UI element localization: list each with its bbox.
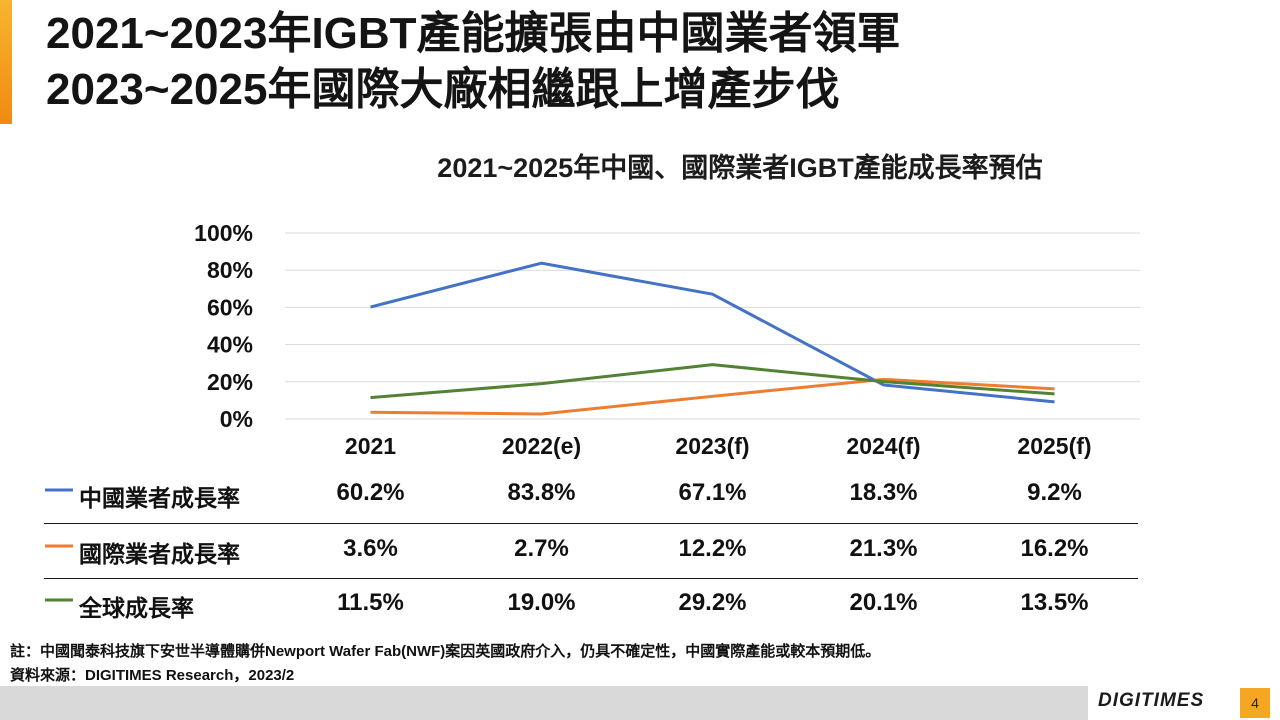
digitimes-logo: DIGITIMES xyxy=(1098,690,1205,711)
data-label: 20.1% xyxy=(849,589,918,616)
data-label: 11.5% xyxy=(337,589,404,616)
title-line-1: 2021~2023年IGBT產能擴張由中國業者領軍 xyxy=(46,9,901,58)
series-line xyxy=(370,377,1055,416)
data-label: 83.8% xyxy=(507,479,576,506)
legend-entry: 中國業者成長率 xyxy=(79,485,240,511)
data-label: 67.1% xyxy=(678,479,747,506)
x-tick-label: 2022(e) xyxy=(502,433,581,459)
table-separator xyxy=(44,578,1138,579)
page-number: 4 xyxy=(1240,688,1270,718)
y-tick-label: 100% xyxy=(194,220,253,246)
legend-entry: 國際業者成長率 xyxy=(79,541,240,567)
y-tick-label: 0% xyxy=(220,406,253,432)
data-label: 13.5% xyxy=(1020,589,1089,616)
chart-gridlines xyxy=(285,232,1140,420)
legend-keys xyxy=(45,488,73,602)
table-separator xyxy=(44,523,1138,524)
y-tick-label: 80% xyxy=(207,257,253,283)
data-label: 16.2% xyxy=(1020,535,1089,562)
title-line-2: 2023~2025年國際大廠相繼跟上增產步伐 xyxy=(46,65,840,114)
x-axis-ticks: 2021 2022(e) 2023(f) 2024(f) 2025(f) xyxy=(345,433,1092,459)
data-label: 19.0% xyxy=(507,589,576,616)
data-label: 12.2% xyxy=(678,535,747,562)
y-tick-label: 60% xyxy=(207,294,253,320)
data-label: 2.7% xyxy=(514,535,569,562)
source-note: 資料來源：DIGITIMES Research，2023/2 xyxy=(10,667,295,684)
accent-bar xyxy=(0,0,12,124)
chart-title: 2021~2025年中國、國際業者IGBT產能成長率預估 xyxy=(437,153,1043,183)
y-tick-label: 40% xyxy=(207,332,253,358)
x-tick-label: 2024(f) xyxy=(846,433,920,459)
footnote: 註：中國聞泰科技旗下安世半導體購併Newport Wafer Fab(NWF)案… xyxy=(10,643,881,660)
x-tick-label: 2023(f) xyxy=(675,433,749,459)
series-lines xyxy=(370,261,1055,416)
series-line xyxy=(370,261,1055,404)
data-label: 29.2% xyxy=(678,589,747,616)
y-tick-label: 20% xyxy=(207,369,253,395)
data-label: 9.2% xyxy=(1027,479,1082,506)
data-label: 18.3% xyxy=(849,479,918,506)
series-line xyxy=(370,363,1055,400)
page-title: 2021~2023年IGBT產能擴張由中國業者領軍 2023~2025年國際大廠… xyxy=(46,6,1146,118)
y-axis-ticks: 0% 20% 40% 60% 80% 100% xyxy=(194,220,253,432)
legend-entry: 全球成長率 xyxy=(79,595,194,621)
x-tick-label: 2021 xyxy=(345,433,396,459)
footer-bar xyxy=(0,686,1088,720)
data-label: 3.6% xyxy=(343,535,398,562)
data-label: 60.2% xyxy=(336,479,405,506)
data-label: 21.3% xyxy=(849,535,918,562)
x-tick-label: 2025(f) xyxy=(1017,433,1091,459)
